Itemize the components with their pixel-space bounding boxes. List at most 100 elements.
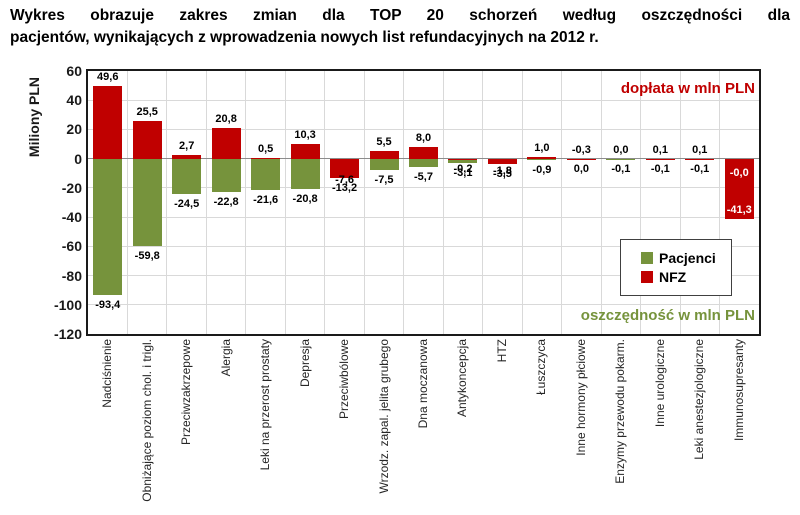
bar-nfz — [211, 128, 241, 159]
y-tick-label: -60 — [61, 238, 82, 255]
bar-nfz — [724, 158, 754, 219]
value-label: -22,8 — [213, 195, 239, 208]
x-category-label: Przeciwzakrzepowe — [179, 339, 194, 446]
x-category-label: Obniżające poziom chol. i trigl. — [139, 339, 154, 502]
bar-pacjenci — [211, 158, 241, 192]
x-category-label: Depresja — [297, 339, 312, 388]
value-label: -0,9 — [532, 163, 552, 176]
value-label: -20,8 — [292, 193, 318, 206]
title-line-2: pacjentów, wynikających z wprowadzenia n… — [10, 29, 599, 46]
bar-nfz — [409, 146, 438, 159]
x-category-label: Nadciśnienie — [100, 339, 115, 408]
gridline-vertical — [403, 71, 405, 334]
value-label: -0,1 — [650, 162, 670, 175]
gridline-vertical — [482, 71, 484, 334]
value-label: 8,0 — [415, 131, 432, 144]
legend-item-nfz: NFZ — [641, 268, 723, 286]
y-tick-label: -100 — [53, 296, 82, 313]
y-tick-label: 60 — [66, 63, 82, 79]
value-label: -3,5 — [492, 167, 512, 180]
gridline-vertical — [442, 71, 444, 334]
y-tick-label: -80 — [61, 267, 82, 284]
value-label: -7,6 — [335, 173, 355, 186]
gridline-horizontal — [88, 245, 759, 247]
value-label: -0,3 — [571, 143, 591, 156]
page-title: Wykres obrazuje zakres zmian dla TOP 20 … — [10, 5, 790, 49]
bar-pacjenci — [172, 158, 202, 195]
value-label: 0,1 — [692, 143, 708, 156]
legend-swatch-nfz-icon — [641, 271, 653, 283]
gridline-vertical — [521, 71, 523, 334]
value-label: 5,5 — [376, 135, 392, 148]
bar-nfz — [369, 150, 399, 159]
title-line-1: Wykres obrazuje zakres zmian dla TOP 20 … — [10, 7, 790, 24]
value-label: -93,4 — [95, 299, 121, 312]
gridline-horizontal — [88, 304, 759, 306]
x-category-label: Wrzodz. zapal. jelita grubego — [376, 339, 391, 494]
gridline-vertical — [600, 71, 602, 334]
value-label: -24,5 — [174, 198, 200, 211]
y-tick-label: -20 — [61, 179, 82, 196]
y-tick-label: 40 — [66, 92, 82, 109]
value-label: -0,1 — [690, 162, 710, 175]
gridline-horizontal — [88, 128, 759, 130]
gridline-vertical — [166, 71, 168, 334]
y-tick-label: 0 — [74, 150, 82, 167]
value-label: -41,3 — [726, 204, 752, 216]
bar-nfz — [290, 143, 320, 159]
x-category-label: HTZ — [494, 339, 509, 363]
bar-nfz — [251, 157, 281, 159]
x-category-label: Antykoncepcja — [455, 339, 470, 418]
value-label: 10,3 — [294, 128, 316, 141]
value-label: -1,8 — [492, 165, 512, 178]
gridline-vertical — [324, 71, 326, 334]
x-category-label: Dna moczanowa — [416, 339, 430, 429]
bar-pacjenci — [369, 158, 399, 170]
bar-pacjenci — [527, 158, 557, 160]
value-label: 0,0 — [573, 162, 590, 175]
x-category-label: Leki anestezjologiczne — [692, 339, 707, 460]
bar-pacjenci — [448, 158, 478, 164]
gridline-vertical — [126, 71, 128, 334]
gridline-vertical — [679, 71, 681, 334]
x-category-label: Alergia — [218, 339, 233, 377]
value-label: 25,5 — [136, 106, 158, 119]
gridline-vertical — [640, 71, 642, 334]
y-tick-label: -120 — [53, 326, 82, 342]
bar-pacjenci — [251, 158, 281, 191]
value-label: 0,1 — [652, 143, 668, 156]
x-category-label: Inne hormony płciowe — [573, 339, 588, 456]
value-label: -0,1 — [611, 162, 631, 175]
value-label: 49,6 — [97, 71, 119, 84]
gridline-horizontal — [88, 275, 759, 277]
value-label: 1,0 — [534, 142, 550, 155]
value-label: -0,2 — [453, 162, 473, 175]
value-label: -7,5 — [374, 173, 394, 186]
x-category-label: Enzymy przewodu pokarm. — [613, 339, 628, 484]
bar-nfz — [527, 157, 557, 159]
bar-nfz — [132, 121, 162, 159]
legend-item-pacjenci: Pacjenci — [641, 249, 723, 267]
legend-label-pacjenci: Pacjenci — [659, 250, 716, 266]
value-label: -13,2 — [332, 181, 358, 194]
annotation-oszczednosc: oszczędność w mln PLN — [580, 307, 755, 324]
x-category-label: Immunosupresanty — [731, 339, 746, 442]
gridline-horizontal — [88, 187, 759, 189]
value-label: -3,1 — [453, 167, 473, 180]
gridline-horizontal — [88, 99, 759, 101]
bar-pacjenci — [93, 158, 123, 296]
annotation-doplata: dopłata w mln PLN — [620, 80, 755, 97]
bar-nfz — [487, 158, 517, 164]
plot-area: dopłata w mln PLN oszczędność w mln PLN … — [86, 69, 761, 502]
gridline-vertical — [719, 71, 721, 334]
gridline-vertical — [363, 71, 365, 334]
legend-swatch-pacjenci-icon — [641, 252, 653, 264]
bar-nfz — [93, 86, 123, 159]
gridline-vertical — [245, 71, 247, 334]
x-category-label: Inne urologiczne — [652, 339, 667, 428]
x-category-label: Leki na przerost prostaty — [258, 339, 273, 471]
value-label: -21,6 — [253, 194, 279, 207]
legend-label-nfz: NFZ — [659, 269, 687, 285]
gridline-horizontal — [88, 216, 759, 218]
